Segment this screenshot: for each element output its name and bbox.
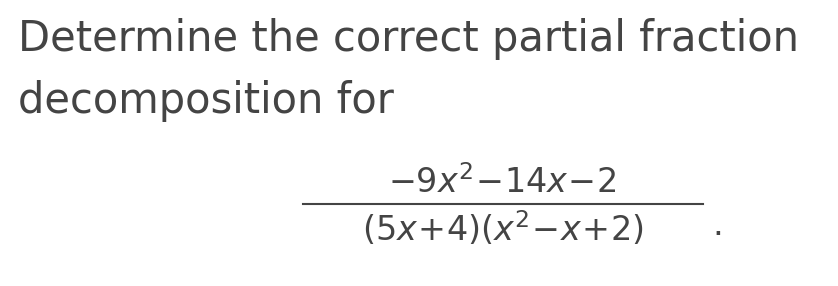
- Text: decomposition for: decomposition for: [18, 80, 394, 122]
- Text: $-9x^2\!-\!14x\!-\!2$: $-9x^2\!-\!14x\!-\!2$: [388, 165, 618, 200]
- Text: .: .: [713, 209, 723, 242]
- Text: Determine the correct partial fraction: Determine the correct partial fraction: [18, 18, 799, 60]
- Text: $(5x\!+\!4)(x^2\!-\!x\!+\!2)$: $(5x\!+\!4)(x^2\!-\!x\!+\!2)$: [362, 209, 644, 248]
